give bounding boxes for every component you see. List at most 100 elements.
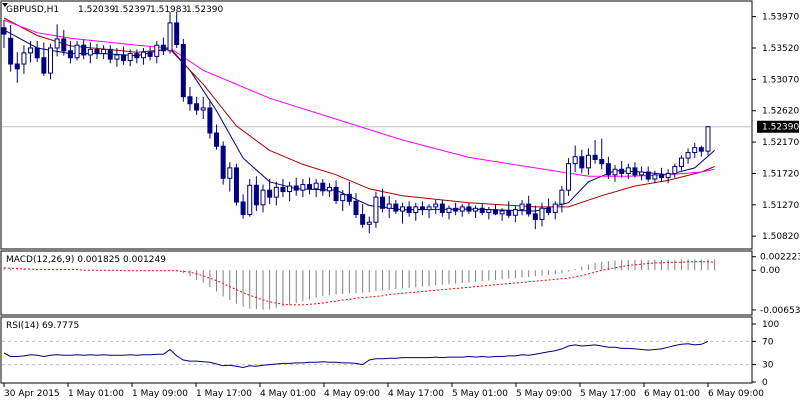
candle bbox=[240, 194, 246, 219]
candle-body-bear bbox=[220, 145, 226, 179]
candle-body-bull bbox=[140, 51, 146, 59]
candle-body-bear bbox=[134, 53, 140, 59]
candle bbox=[180, 38, 186, 102]
candle-body-bull bbox=[566, 163, 572, 191]
price-pane: GBPUSD,H1 1.52039 1.52397 1.51983 1.5239… bbox=[0, 0, 799, 250]
candle bbox=[267, 179, 273, 205]
candle-body-bear bbox=[506, 210, 512, 216]
candle-body-bear bbox=[632, 167, 638, 176]
candle bbox=[479, 204, 485, 216]
candle-body-bear bbox=[240, 201, 246, 216]
candle bbox=[692, 142, 698, 159]
macd-pane-frame bbox=[0, 250, 753, 316]
candle-body-bull bbox=[386, 203, 392, 209]
candle bbox=[599, 138, 605, 170]
candle-body-bull bbox=[612, 168, 618, 176]
candle bbox=[439, 199, 445, 217]
candle-body-bear bbox=[466, 206, 472, 212]
candle-body-bear bbox=[479, 207, 485, 213]
candle bbox=[114, 47, 120, 67]
candle-body-bear bbox=[333, 186, 339, 202]
candle-body-bear bbox=[194, 103, 200, 111]
candle-body-bull bbox=[366, 221, 372, 225]
time-tick-label: 4 May 09:00 bbox=[324, 389, 380, 399]
chart-high-value: 1.52397 bbox=[114, 5, 151, 15]
candle bbox=[419, 201, 425, 216]
chart-low-value: 1.51983 bbox=[150, 5, 187, 15]
candle-body-bear bbox=[645, 171, 651, 180]
candle bbox=[200, 96, 206, 120]
candle-body-bear bbox=[180, 44, 186, 98]
candle-body-bull bbox=[154, 44, 160, 57]
rsi-tick-label: 0 bbox=[762, 378, 768, 388]
candle-body-bull bbox=[446, 207, 452, 213]
candle-body-bull bbox=[459, 206, 465, 212]
candle bbox=[353, 192, 359, 219]
candle-body-bear bbox=[61, 38, 67, 52]
candle bbox=[247, 179, 253, 217]
candle-body-bull bbox=[512, 209, 518, 216]
candle-body-bear bbox=[41, 57, 47, 74]
candle-body-bull bbox=[127, 53, 133, 62]
candle bbox=[147, 46, 153, 61]
candle bbox=[300, 179, 306, 198]
candle bbox=[399, 202, 405, 224]
candle bbox=[678, 155, 684, 171]
rsi-tick-label: 70 bbox=[762, 337, 774, 347]
candle-body-bear bbox=[698, 147, 704, 152]
candle-body-bull bbox=[413, 206, 419, 213]
candle bbox=[21, 45, 27, 74]
candle-body-bull bbox=[539, 207, 545, 220]
candle bbox=[127, 49, 133, 67]
price-tick-label: 1.52170 bbox=[762, 138, 799, 148]
candle-body-bear bbox=[293, 185, 299, 191]
chart-dropdown-icon[interactable] bbox=[2, 3, 8, 7]
chart-open-value: 1.52039 bbox=[78, 5, 115, 15]
candle-body-bull bbox=[87, 48, 93, 56]
candle-body-bull bbox=[672, 165, 678, 174]
candle bbox=[160, 37, 166, 55]
candle bbox=[134, 49, 140, 64]
candle bbox=[619, 160, 625, 178]
candle-body-bull bbox=[473, 207, 479, 212]
candle bbox=[346, 181, 352, 206]
candle-body-bull bbox=[552, 203, 558, 213]
candle-body-bear bbox=[320, 182, 326, 192]
candle-body-bear bbox=[346, 193, 352, 202]
candle bbox=[326, 183, 332, 198]
candle bbox=[233, 163, 239, 206]
candle-body-bull bbox=[433, 203, 439, 208]
candle-body-bull bbox=[300, 184, 306, 191]
time-tick-label: 6 May 01:00 bbox=[644, 389, 700, 399]
candle bbox=[67, 41, 73, 64]
candle bbox=[426, 204, 432, 219]
candle bbox=[207, 99, 213, 139]
candle-body-bear bbox=[14, 63, 20, 70]
rsi-pane: RSI(14) 69.7775 100 70 30 0 bbox=[0, 316, 779, 388]
candle-body-bull bbox=[326, 186, 332, 192]
candle-body-bull bbox=[399, 206, 405, 212]
macd-tick-label: 0.00 bbox=[760, 266, 780, 276]
candle bbox=[698, 145, 704, 157]
candle bbox=[645, 166, 651, 182]
candle bbox=[559, 185, 565, 213]
candle-body-bear bbox=[360, 214, 366, 225]
macd-signal-line bbox=[3, 261, 715, 306]
candle bbox=[366, 216, 372, 234]
candle bbox=[54, 24, 60, 57]
price-tick-label: 1.51720 bbox=[762, 169, 799, 179]
candle-body-bull bbox=[705, 126, 711, 152]
candle-body-bear bbox=[619, 168, 625, 174]
candle bbox=[639, 166, 645, 181]
candle bbox=[227, 162, 233, 192]
candle bbox=[47, 43, 53, 80]
time-tick-label: 1 May 09:00 bbox=[132, 389, 188, 399]
candle-body-bull bbox=[373, 196, 379, 223]
price-tick-label: 1.53070 bbox=[762, 75, 799, 85]
candle-body-bull bbox=[639, 171, 645, 176]
candle bbox=[174, 11, 180, 48]
candle-body-bull bbox=[585, 154, 591, 169]
current-price-tag: 1.52390 bbox=[757, 120, 799, 133]
candle-body-bear bbox=[253, 184, 259, 206]
candle-body-bear bbox=[207, 107, 213, 134]
